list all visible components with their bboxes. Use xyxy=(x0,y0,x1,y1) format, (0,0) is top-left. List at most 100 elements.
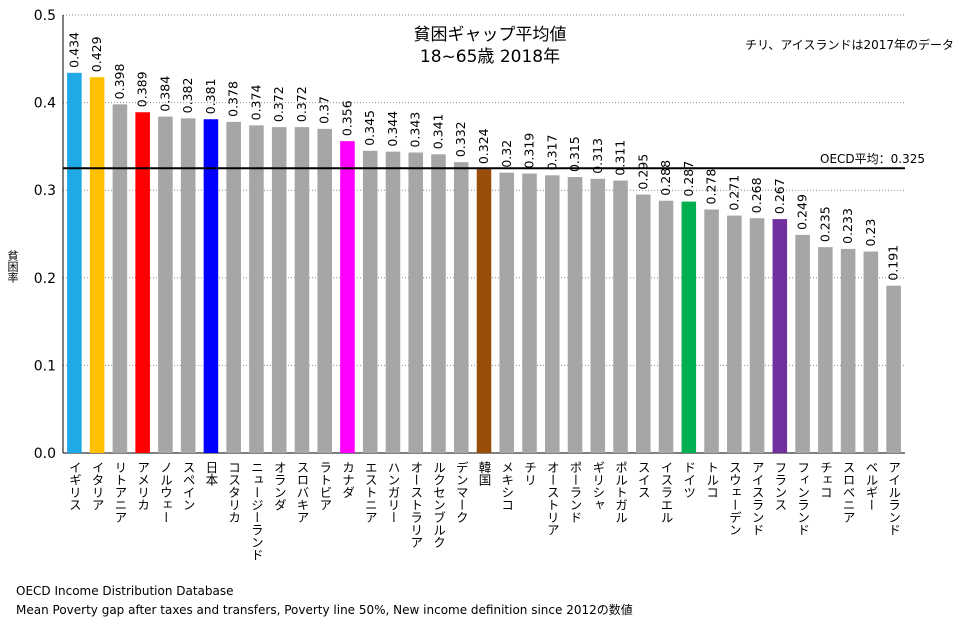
bar xyxy=(249,125,264,453)
bar xyxy=(863,251,879,453)
bar xyxy=(499,172,515,453)
chart-title: 貧困ギャップ平均値 18~65歳 2018年 xyxy=(360,24,620,68)
value-label: 0.235 xyxy=(817,206,832,242)
bar xyxy=(476,169,492,453)
bar xyxy=(681,201,697,453)
category-label: ギリシャ xyxy=(590,461,605,511)
source-line-1: OECD Income Distribution Database xyxy=(16,584,234,598)
value-label: 0.268 xyxy=(749,177,764,213)
value-label: 0.23 xyxy=(863,219,878,247)
category-label: リトアニア xyxy=(112,461,127,524)
category-label: ニュージーランド xyxy=(249,461,264,561)
bar xyxy=(704,209,719,453)
value-label: 0.332 xyxy=(453,121,468,157)
bar xyxy=(544,175,560,454)
value-label: 0.317 xyxy=(544,135,559,171)
category-label: スロバキア xyxy=(294,461,309,524)
category-label: カナダ xyxy=(340,461,355,499)
y-tick-label: 0.1 xyxy=(34,358,56,374)
bar xyxy=(135,112,150,454)
value-label: 0.287 xyxy=(681,161,696,197)
bar xyxy=(271,127,287,454)
bar xyxy=(795,234,810,453)
value-label: 0.319 xyxy=(522,133,537,169)
category-label: ポーランド xyxy=(568,461,583,524)
value-label: 0.37 xyxy=(317,96,332,124)
bar xyxy=(112,104,128,454)
category-label: トルコ xyxy=(704,461,719,499)
value-label: 0.345 xyxy=(362,110,377,146)
bar xyxy=(567,177,583,453)
category-label: イタリア xyxy=(90,461,105,511)
value-label: 0.374 xyxy=(248,85,263,121)
bars xyxy=(67,72,901,454)
bar xyxy=(818,247,833,453)
category-label: スペイン xyxy=(181,461,196,511)
bar xyxy=(294,127,310,454)
y-tick-label: 0.2 xyxy=(34,271,56,287)
category-label: ルクセンブルク xyxy=(431,461,446,549)
category-label: アイルランド xyxy=(886,461,901,536)
category-label: チェコ xyxy=(818,461,833,499)
category-labels: イギリス イタリア リトアニア アメリカ ノルウェー スペイン 日本 コスタリカ ニュージーラン… xyxy=(67,461,901,561)
value-label: 0.267 xyxy=(772,178,787,214)
y-tick-label: 0.3 xyxy=(34,183,56,199)
category-label: コスタリカ xyxy=(226,461,241,524)
category-label: オランダ xyxy=(272,461,287,511)
value-label: 0.434 xyxy=(66,32,81,68)
value-label: 0.249 xyxy=(795,194,810,230)
category-label: スロベニア xyxy=(841,461,856,524)
bar xyxy=(727,215,742,453)
value-label: 0.311 xyxy=(613,140,628,176)
bar xyxy=(408,152,424,454)
value-label: 0.278 xyxy=(704,169,719,205)
source-line-2: Mean Poverty gap after taxes and transfe… xyxy=(16,603,633,617)
bar xyxy=(749,218,765,453)
bar xyxy=(362,150,378,453)
category-label: 韓国 xyxy=(477,461,492,486)
value-label: 0.313 xyxy=(590,138,605,174)
bar xyxy=(453,162,469,453)
bar xyxy=(89,77,105,454)
category-label: デンマーク xyxy=(454,461,469,524)
category-label: イギリス xyxy=(67,461,82,511)
category-label: ベルギー xyxy=(863,461,878,511)
bar xyxy=(658,200,674,453)
category-label: フランス xyxy=(772,461,787,511)
bar xyxy=(522,173,537,453)
category-label: エストニア xyxy=(363,461,378,524)
value-label: 0.191 xyxy=(886,245,901,281)
bar xyxy=(317,128,332,453)
category-label: フィンランド xyxy=(795,461,810,536)
bar xyxy=(385,151,401,453)
category-label: ポルトガル xyxy=(613,461,628,524)
value-label: 0.372 xyxy=(271,86,286,122)
bar xyxy=(886,285,901,453)
y-tick-label: 0.4 xyxy=(34,96,56,112)
chart-title-line1: 貧困ギャップ平均値 xyxy=(413,25,567,45)
category-label: スイス xyxy=(636,461,651,499)
value-label: 0.344 xyxy=(385,111,400,147)
category-label: オーストリア xyxy=(545,461,560,536)
value-label: 0.378 xyxy=(226,81,241,117)
value-label: 0.389 xyxy=(135,71,150,107)
bar xyxy=(772,219,788,453)
value-label: 0.315 xyxy=(567,136,582,172)
category-label: メキシコ xyxy=(499,461,514,511)
value-label: 0.324 xyxy=(476,128,491,164)
bar xyxy=(613,180,628,453)
bar xyxy=(340,141,355,454)
y-tick-label: 0.5 xyxy=(34,8,56,24)
bar xyxy=(840,248,856,453)
value-label: 0.356 xyxy=(339,100,354,136)
value-label: 0.381 xyxy=(203,78,218,114)
category-label: アメリカ xyxy=(135,461,150,511)
category-label: ノルウェー xyxy=(158,461,173,524)
category-label: アイスランド xyxy=(750,461,765,536)
category-label: 日本 xyxy=(203,461,218,487)
value-label: 0.32 xyxy=(499,140,514,168)
value-label: 0.384 xyxy=(157,76,172,112)
value-label: 0.341 xyxy=(430,113,445,149)
value-label: 0.295 xyxy=(635,154,650,190)
